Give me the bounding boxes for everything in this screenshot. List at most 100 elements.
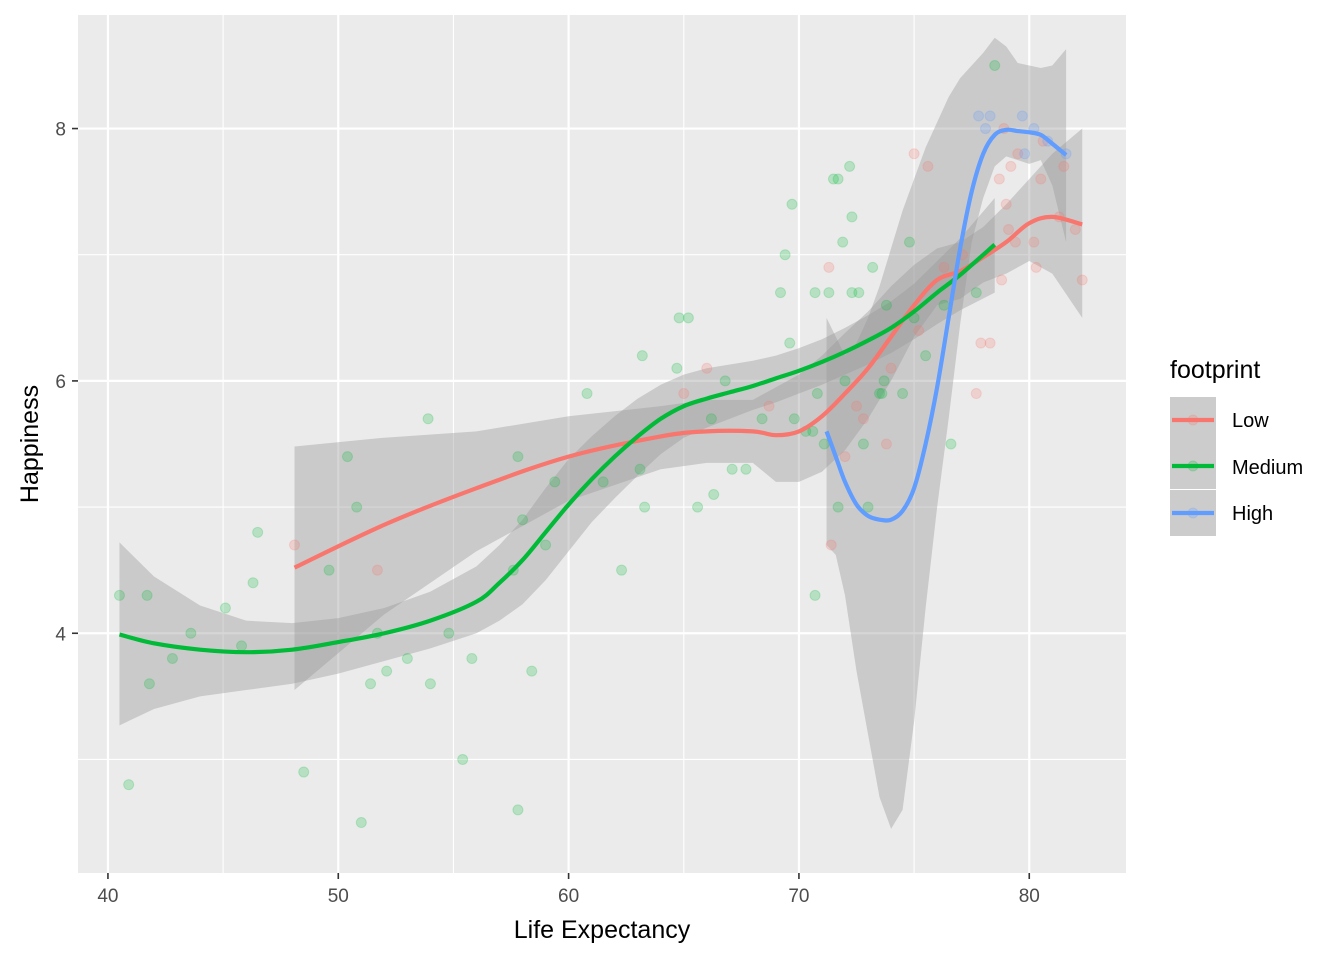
data-point-medium bbox=[719, 375, 731, 387]
data-point-low bbox=[885, 362, 897, 374]
data-point-medium bbox=[786, 198, 798, 210]
data-point-medium bbox=[839, 375, 851, 387]
data-point-medium bbox=[351, 501, 363, 513]
data-point-low bbox=[1035, 173, 1047, 185]
data-point-low bbox=[913, 324, 925, 336]
data-point-medium bbox=[945, 438, 957, 450]
data-point-high bbox=[973, 110, 985, 122]
data-point-medium bbox=[846, 211, 858, 223]
legend-label-medium: Medium bbox=[1232, 457, 1303, 479]
data-point-low bbox=[857, 413, 869, 425]
data-point-medium bbox=[323, 564, 335, 576]
data-point-medium bbox=[807, 425, 819, 437]
data-point-medium bbox=[837, 236, 849, 248]
data-point-low bbox=[1069, 224, 1081, 235]
data-point-high bbox=[1019, 148, 1031, 160]
data-point-medium bbox=[517, 514, 529, 526]
data-point-medium bbox=[512, 804, 524, 816]
data-point-medium bbox=[185, 627, 197, 639]
x-tick-label: 40 bbox=[97, 886, 118, 907]
data-point-medium bbox=[740, 463, 752, 475]
data-point-medium bbox=[123, 779, 135, 791]
data-point-medium bbox=[989, 59, 1001, 71]
data-point-medium bbox=[708, 488, 720, 500]
data-point-medium bbox=[938, 299, 950, 311]
data-point-medium bbox=[540, 539, 552, 551]
y-axis-title: Happiness bbox=[16, 385, 44, 503]
data-point-medium bbox=[726, 463, 738, 475]
legend-label-high: High bbox=[1232, 503, 1273, 525]
data-point-low bbox=[880, 438, 892, 450]
legend-label-low: Low bbox=[1232, 410, 1269, 432]
data-point-medium bbox=[874, 388, 886, 400]
data-point-medium bbox=[876, 388, 888, 400]
data-point-medium bbox=[526, 665, 538, 677]
data-point-low bbox=[975, 337, 987, 349]
data-point-medium bbox=[466, 653, 478, 664]
data-point-medium bbox=[784, 337, 796, 349]
data-point-low bbox=[1000, 198, 1012, 210]
data-point-medium bbox=[636, 350, 648, 362]
data-point-medium bbox=[682, 312, 694, 324]
data-point-medium bbox=[166, 653, 178, 664]
data-point-medium bbox=[811, 388, 823, 400]
data-point-medium bbox=[692, 501, 704, 513]
data-point-medium bbox=[341, 451, 353, 463]
data-point-medium bbox=[401, 653, 413, 664]
data-point-low bbox=[1058, 160, 1070, 172]
plot-panel-background bbox=[78, 15, 1126, 873]
data-point-medium bbox=[355, 817, 367, 829]
data-point-medium bbox=[634, 463, 646, 475]
data-point-medium bbox=[903, 236, 915, 248]
data-point-medium bbox=[853, 287, 865, 299]
x-axis-title: Life Expectancy bbox=[514, 916, 691, 944]
data-point-low bbox=[1003, 224, 1015, 235]
data-point-medium bbox=[298, 766, 310, 778]
data-point-low bbox=[1076, 274, 1088, 286]
data-point-medium bbox=[920, 350, 932, 362]
data-point-medium bbox=[381, 665, 393, 677]
data-point-low bbox=[996, 274, 1008, 286]
legend-title: footprint bbox=[1170, 356, 1260, 384]
legend: footprint Low Medium High bbox=[1170, 356, 1303, 536]
data-point-low bbox=[1009, 236, 1021, 248]
data-point-medium bbox=[219, 602, 231, 614]
data-point-medium bbox=[673, 312, 685, 324]
data-point-medium bbox=[857, 438, 869, 450]
data-point-low bbox=[371, 564, 383, 576]
data-point-medium bbox=[141, 589, 153, 601]
data-point-medium bbox=[365, 678, 377, 690]
data-point-medium bbox=[832, 501, 844, 513]
y-axis: 4 6 8 bbox=[55, 120, 78, 645]
data-point-medium bbox=[113, 589, 125, 601]
data-point-medium bbox=[844, 160, 856, 172]
data-point-medium bbox=[878, 375, 890, 387]
data-point-low bbox=[678, 388, 690, 400]
data-point-low bbox=[1005, 160, 1017, 172]
data-point-medium bbox=[862, 501, 874, 513]
data-point-medium bbox=[639, 501, 651, 513]
data-point-medium bbox=[597, 476, 609, 488]
data-point-low bbox=[993, 173, 1005, 185]
data-point-medium bbox=[846, 287, 858, 299]
data-point-medium bbox=[827, 173, 839, 185]
data-point-low bbox=[823, 261, 835, 273]
data-point-medium bbox=[756, 413, 768, 425]
data-point-low bbox=[908, 148, 920, 160]
confidence-band-low bbox=[294, 128, 1083, 691]
data-point-medium bbox=[422, 413, 434, 425]
smooth-line-high bbox=[824, 127, 1068, 523]
data-point-low bbox=[701, 362, 713, 374]
data-point-medium bbox=[443, 627, 455, 639]
data-point-medium bbox=[236, 640, 248, 652]
smooth-lines bbox=[118, 127, 1083, 655]
data-point-low bbox=[289, 539, 301, 551]
data-point-low bbox=[825, 539, 837, 551]
smooth-line-medium bbox=[118, 243, 997, 655]
y-tick-label: 8 bbox=[55, 120, 66, 141]
data-point-low bbox=[839, 451, 851, 463]
data-point-medium bbox=[867, 261, 879, 273]
y-tick-label: 4 bbox=[55, 624, 66, 645]
data-point-medium bbox=[252, 526, 264, 538]
y-tick-label: 6 bbox=[55, 372, 66, 393]
